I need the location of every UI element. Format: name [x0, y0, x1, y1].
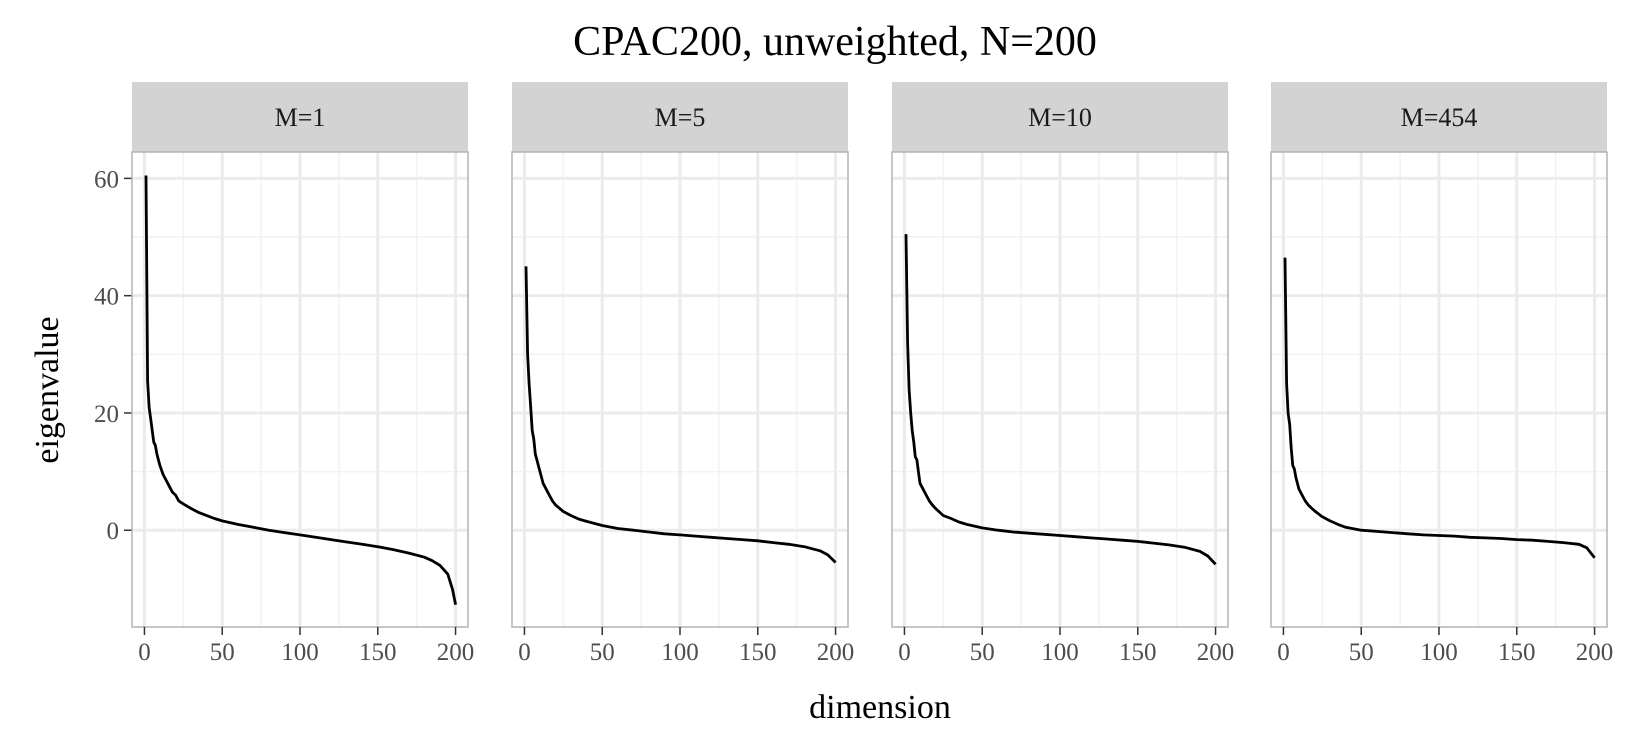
series-line — [904, 234, 1217, 566]
facet-strip-label: M=5 — [655, 103, 706, 132]
x-tick-label: 50 — [970, 639, 995, 666]
facet-strip-label: M=10 — [1028, 103, 1092, 132]
facet-panel-4: M=454 0 50 100 150 200 — [1270, 82, 1614, 666]
y-tick-label: 40 — [94, 284, 119, 311]
x-tick-label: 150 — [1498, 639, 1536, 666]
x-tick-label: 100 — [281, 639, 319, 666]
y-axis-title: eigenvalue — [29, 316, 66, 463]
chart-title: CPAC200, unweighted, N=200 — [573, 19, 1097, 65]
x-tick-label: 50 — [1349, 639, 1374, 666]
x-tick-label: 150 — [359, 639, 397, 666]
x-tick-label: 50 — [590, 639, 615, 666]
series-line — [524, 266, 837, 564]
facet-strip-label: M=454 — [1401, 103, 1478, 132]
facet-panel-1: M=1 0 50 100 150 200 — [131, 82, 475, 666]
facet-strip — [132, 82, 468, 152]
x-tick-label: 0 — [898, 639, 911, 666]
x-tick-label: 200 — [1576, 639, 1614, 666]
facet-strip-label: M=1 — [275, 103, 326, 132]
x-tick-label: 150 — [1119, 639, 1157, 666]
facet-panel-2: M=5 0 50 100 150 200 — [511, 82, 855, 666]
y-tick-label: 0 — [107, 518, 120, 545]
facet-strip — [1271, 82, 1607, 152]
x-tick-label: 150 — [739, 639, 777, 666]
x-tick-label: 200 — [817, 639, 855, 666]
x-tick-label: 100 — [1420, 639, 1458, 666]
x-tick-label: 100 — [661, 639, 699, 666]
x-axis-title: dimension — [809, 689, 951, 726]
facet-panel-3: M=10 0 50 100 150 200 — [891, 82, 1235, 666]
facet-strip — [892, 82, 1228, 152]
x-tick-label: 0 — [1277, 639, 1290, 666]
series-line — [1283, 257, 1596, 559]
y-axis: 0 20 40 60 — [94, 166, 132, 545]
y-tick-label: 60 — [94, 166, 119, 193]
x-tick-label: 50 — [210, 639, 235, 666]
facet-strip — [512, 82, 848, 152]
x-tick-label: 200 — [437, 639, 475, 666]
x-tick-label: 0 — [518, 639, 531, 666]
x-tick-label: 0 — [138, 639, 151, 666]
y-tick-label: 20 — [94, 401, 119, 428]
x-tick-label: 100 — [1041, 639, 1079, 666]
x-tick-label: 200 — [1197, 639, 1235, 666]
series-line — [144, 175, 457, 605]
